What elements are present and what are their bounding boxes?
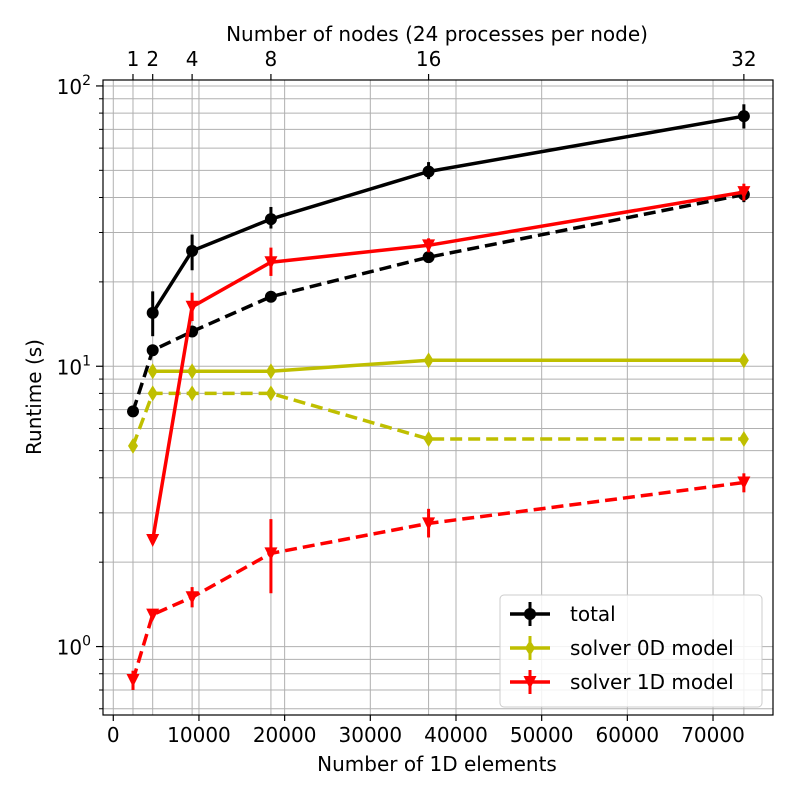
top-x-tick-label: 32 xyxy=(731,47,756,71)
total-solid-point xyxy=(186,244,199,257)
solver-0d-model-solid-line xyxy=(152,358,744,373)
top-x-tick-label: 8 xyxy=(265,47,278,71)
top-x-tick-label: 1 xyxy=(127,47,140,71)
solver-0d-model-solid-point xyxy=(738,352,749,369)
solver-0d-model-dashed-point xyxy=(147,385,158,402)
total-solid-point xyxy=(146,306,159,319)
solver-1d-model-dashed-point xyxy=(422,517,436,531)
total-solid-point xyxy=(264,213,277,226)
x-axis-title: Number of 1D elements xyxy=(317,752,557,776)
solver-0d-model-dashed-line xyxy=(131,391,744,447)
total-dashed-point xyxy=(264,290,277,303)
y-axis-title: Runtime (s) xyxy=(22,339,46,455)
total-dashed xyxy=(126,187,750,418)
plot-frame xyxy=(102,79,774,716)
x-tick-label: 50000 xyxy=(510,723,574,747)
solver-0d-model-solid-point xyxy=(147,363,158,380)
legend-label-solver-0d: solver 0D model xyxy=(570,636,734,660)
total-dashed-point xyxy=(126,405,139,418)
total-dashed-line xyxy=(131,192,745,412)
x-tick-label: 20000 xyxy=(253,723,317,747)
solver-1d-model-solid-point xyxy=(264,256,278,270)
x-tick-label: 40000 xyxy=(424,723,488,747)
solver-0d-model-dashed-point xyxy=(423,431,434,448)
solver-1d-model-dashed-point xyxy=(264,547,278,561)
solver-1d-model-dashed-point xyxy=(146,608,160,622)
solver-1d-model-dashed-point xyxy=(737,476,751,490)
legend: total solver 0D model solver 1D model xyxy=(499,594,763,708)
total-solid xyxy=(146,104,750,337)
x-tick-label: 30000 xyxy=(339,723,403,747)
top-x-tick-label: 4 xyxy=(186,47,199,71)
solver-1d-model-solid xyxy=(146,183,751,547)
solver-0d-model-dashed xyxy=(127,385,749,454)
x-tick-label: 0 xyxy=(107,723,120,747)
solver-0d-model-dashed-point xyxy=(738,431,749,448)
solver-1d-model-dashed xyxy=(126,473,751,690)
total-solid-point xyxy=(422,165,435,178)
solver-1d-model-solid-point xyxy=(422,239,436,253)
y-tick-label: 102 xyxy=(57,73,91,99)
legend-box xyxy=(499,594,763,708)
solver-0d-model-solid xyxy=(147,352,749,380)
x-tick-label: 70000 xyxy=(681,723,745,747)
x-tick-label: 60000 xyxy=(596,723,660,747)
total-solid-line xyxy=(151,114,745,314)
legend-label-total: total xyxy=(570,602,616,626)
axes: 0 10000 20000 30000 40000 50000 60000 70000 1 2 4 8… xyxy=(57,47,757,747)
y-tick-label: 101 xyxy=(57,353,91,379)
solver-1d-model-dashed-point xyxy=(126,673,140,687)
top-axis-title: Number of nodes (24 processes per node) xyxy=(226,22,648,46)
legend-marker-total xyxy=(524,608,536,620)
total-dashed-point xyxy=(422,251,435,264)
solver-0d-model-dashed-point xyxy=(127,437,138,454)
series-layer xyxy=(126,104,751,690)
legend-marker-solver-1d xyxy=(523,676,537,689)
solver-0d-model-dashed-point xyxy=(265,385,276,402)
top-x-tick-label: 16 xyxy=(416,47,441,71)
legend-entry-solver-1d: solver 1D model xyxy=(510,670,734,694)
legend-entry-total: total xyxy=(510,602,616,626)
y-tick-label: 100 xyxy=(57,634,91,660)
total-dashed-point xyxy=(146,344,159,357)
x-tick-label: 10000 xyxy=(167,723,231,747)
total-solid-point xyxy=(737,110,750,123)
top-x-tick-label: 2 xyxy=(146,47,159,71)
legend-marker-solver-0d xyxy=(525,640,535,656)
solver-0d-model-solid-point xyxy=(423,352,434,369)
solver-1d-model-solid-point xyxy=(737,186,751,200)
solver-1d-model-dashed-point xyxy=(185,591,199,605)
solver-0d-model-dashed-point xyxy=(187,385,198,402)
legend-label-solver-1d: solver 1D model xyxy=(570,670,734,694)
solver-1d-model-solid-point xyxy=(185,300,199,314)
legend-entry-solver-0d: solver 0D model xyxy=(510,636,734,660)
solver-1d-model-solid-point xyxy=(146,533,160,547)
solver-1d-model-dashed-line xyxy=(131,480,745,681)
solver-0d-model-solid-point xyxy=(187,363,198,380)
solver-0d-model-solid-point xyxy=(265,363,276,380)
